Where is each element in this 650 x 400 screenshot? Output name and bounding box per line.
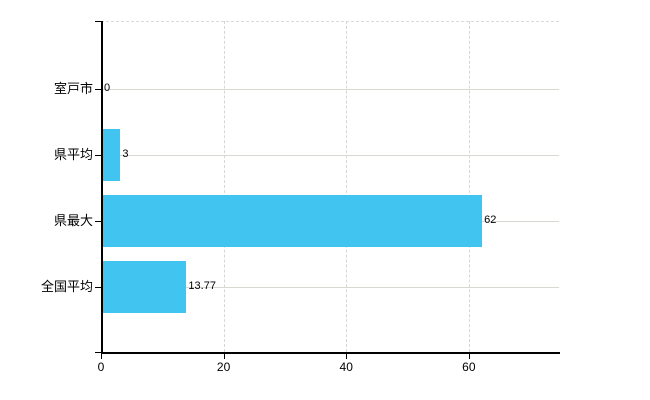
x-axis-tick: [468, 354, 470, 359]
plot-top-border: [101, 21, 559, 22]
gridline-horizontal: [101, 287, 559, 288]
y-axis: [101, 21, 103, 353]
category-label: 全国平均: [40, 279, 93, 294]
y-axis-tick: [95, 155, 101, 156]
x-axis-tick-label: 60: [462, 360, 476, 374]
y-axis-tick: [95, 21, 101, 22]
x-axis: [101, 352, 560, 354]
x-axis-tick-label: 20: [216, 360, 231, 374]
bar-value-label: 62: [484, 214, 497, 226]
gridline-horizontal: [101, 155, 559, 156]
y-axis-tick: [95, 352, 101, 353]
y-axis-tick: [95, 221, 101, 222]
y-axis-tick: [95, 287, 101, 288]
gridline-vertical: [223, 21, 225, 352]
category-label: 県最大: [53, 213, 93, 228]
x-axis-tick: [101, 354, 102, 359]
bar: [102, 129, 121, 181]
gridline-vertical: [346, 21, 348, 352]
x-axis-tick-label: 40: [339, 360, 353, 374]
bar-value-label: 3: [122, 148, 129, 160]
y-axis-tick: [95, 89, 101, 90]
bar: [102, 261, 187, 313]
bar: [102, 195, 483, 247]
bar-value-label: 13.77: [188, 280, 216, 292]
x-axis-tick: [223, 354, 225, 359]
x-axis-tick: [346, 354, 348, 359]
x-axis-tick-label: 0: [97, 360, 105, 374]
category-label: 室戸市: [53, 81, 93, 96]
gridline-vertical: [468, 21, 470, 352]
bar-value-label: 0: [104, 82, 111, 94]
category-label: 県平均: [53, 147, 93, 162]
gridline-horizontal: [101, 89, 559, 90]
